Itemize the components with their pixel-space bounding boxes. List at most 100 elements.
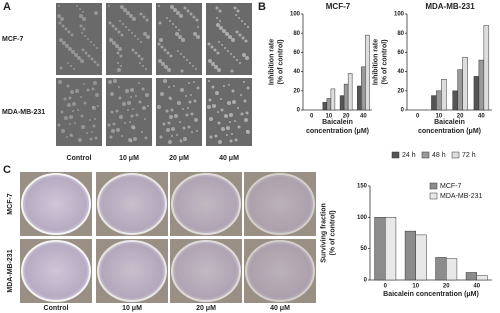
- cell: [215, 6, 219, 10]
- cell: [175, 32, 179, 36]
- cell: [81, 32, 83, 34]
- cell: [237, 107, 239, 109]
- cell: [244, 118, 248, 122]
- cell: [172, 23, 174, 25]
- cell: [58, 5, 60, 7]
- cell: [129, 121, 131, 123]
- cell: [131, 125, 135, 129]
- cell: [160, 45, 164, 49]
- cell: [135, 95, 137, 97]
- cell: [211, 62, 215, 66]
- cell: [196, 35, 200, 39]
- cell: [145, 93, 149, 97]
- cell: [236, 9, 240, 13]
- cell: [240, 94, 242, 96]
- cell: [119, 54, 123, 58]
- cell: [79, 8, 81, 10]
- cell: [94, 11, 98, 15]
- bar: [452, 90, 458, 111]
- micrograph: [206, 78, 252, 146]
- cell: [97, 105, 99, 107]
- cell: [167, 68, 171, 72]
- cell: [66, 136, 68, 138]
- cell: [190, 112, 194, 116]
- cell: [244, 23, 246, 25]
- legend-label: MDA-MB-231: [440, 193, 483, 200]
- cell: [89, 119, 91, 121]
- cell: [228, 84, 230, 86]
- cell: [96, 47, 98, 49]
- cell: [130, 114, 134, 118]
- cell: [169, 54, 173, 58]
- cell: [169, 115, 173, 119]
- cell: [168, 96, 172, 100]
- cell: [110, 92, 114, 96]
- dish: [21, 240, 91, 302]
- cell: [72, 110, 74, 112]
- legend-swatch: [429, 182, 438, 190]
- cell: [117, 30, 121, 34]
- cell: [133, 137, 137, 141]
- cell: [159, 135, 163, 139]
- cell: [179, 139, 183, 143]
- y-axis-label: Inhibition rate: [268, 39, 275, 85]
- cell: [196, 86, 200, 90]
- cell: [211, 85, 215, 89]
- cell: [166, 17, 168, 19]
- cell: [173, 85, 175, 87]
- y-axis-label: (% of control): [381, 39, 388, 84]
- bar: [457, 69, 463, 111]
- bar: [404, 230, 417, 281]
- cell: [168, 140, 172, 144]
- column-label: 20 μM: [196, 305, 216, 312]
- cell: [246, 130, 248, 132]
- cell: [160, 92, 164, 96]
- y-tick-label: 20: [293, 88, 300, 94]
- cell: [176, 11, 180, 15]
- cell: [138, 100, 142, 104]
- bar: [326, 98, 332, 111]
- y-axis-label: Surviving fraction: [320, 203, 327, 263]
- cell: [161, 62, 165, 66]
- y-tick-label: 20: [397, 88, 404, 94]
- bar: [339, 95, 345, 111]
- cell: [192, 65, 194, 67]
- x-tick-label: 0: [384, 284, 388, 290]
- legend-swatch: [391, 151, 400, 159]
- cell: [84, 35, 86, 37]
- cell: [235, 30, 239, 34]
- cell: [231, 89, 235, 93]
- dish: [171, 240, 241, 302]
- legend-swatch: [421, 151, 430, 159]
- cell: [134, 51, 138, 55]
- cell: [162, 122, 166, 126]
- cell: [189, 12, 193, 16]
- cell: [128, 138, 132, 142]
- bar: [415, 234, 427, 281]
- cell: [126, 11, 130, 15]
- y-tick-label: 0: [297, 108, 301, 114]
- cell: [216, 23, 220, 27]
- cell: [68, 47, 72, 51]
- cell: [192, 15, 196, 19]
- cell: [208, 98, 212, 102]
- cell: [130, 96, 132, 98]
- row-label: MDA-MB-231: [7, 249, 14, 292]
- cell: [109, 38, 113, 42]
- cell: [58, 80, 62, 84]
- cell: [188, 100, 192, 104]
- cell: [115, 109, 119, 113]
- cell: [121, 135, 123, 137]
- cell: [227, 50, 229, 52]
- cell: [87, 38, 89, 40]
- cell: [193, 81, 195, 83]
- cell: [77, 56, 81, 60]
- cell: [215, 91, 219, 95]
- cell: [231, 133, 233, 135]
- cell: [164, 65, 168, 69]
- y-axis-label: (% of control): [277, 39, 284, 84]
- cell: [142, 65, 144, 67]
- cell: [196, 130, 198, 132]
- cell: [70, 33, 74, 37]
